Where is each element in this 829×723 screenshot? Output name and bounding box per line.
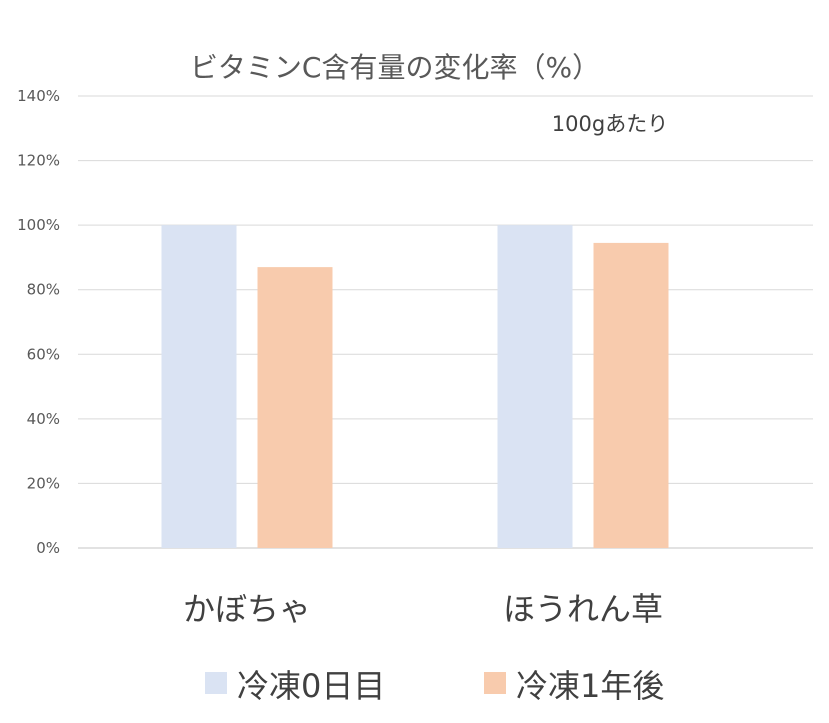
y-tick-label: 60% bbox=[27, 345, 60, 363]
chart-subtitle: 100gあたり bbox=[552, 112, 668, 136]
legend: 冷凍0日目 冷凍1年後 bbox=[205, 667, 664, 705]
category-label: かぼちゃ bbox=[183, 590, 311, 628]
y-tick-label: 40% bbox=[27, 410, 60, 428]
y-tick-label: 0% bbox=[36, 539, 60, 557]
y-tick-label: 140% bbox=[17, 87, 60, 105]
bars bbox=[161, 225, 669, 548]
legend-label: 冷凍0日目 bbox=[237, 667, 385, 705]
y-tick-label: 120% bbox=[17, 152, 60, 170]
legend-swatch bbox=[484, 672, 506, 694]
bar-2-1 bbox=[257, 267, 333, 548]
y-tick-label: 100% bbox=[17, 216, 60, 234]
bar-1-1 bbox=[161, 225, 237, 548]
category-label: ほうれん草 bbox=[503, 590, 663, 628]
y-tick-label: 80% bbox=[27, 281, 60, 299]
legend-swatch bbox=[205, 672, 227, 694]
y-axis-tick-labels: 0% 20% 40% 60% 80% 100% 120% 140% bbox=[17, 87, 60, 557]
bar-2-2 bbox=[593, 242, 669, 548]
bar-1-2 bbox=[497, 225, 573, 548]
y-tick-label: 20% bbox=[27, 474, 60, 492]
legend-label: 冷凍1年後 bbox=[516, 667, 664, 705]
chart-title: ビタミンC含有量の変化率（%） bbox=[190, 51, 600, 84]
x-axis-category-labels: かぼちゃ ほうれん草 bbox=[183, 590, 663, 628]
